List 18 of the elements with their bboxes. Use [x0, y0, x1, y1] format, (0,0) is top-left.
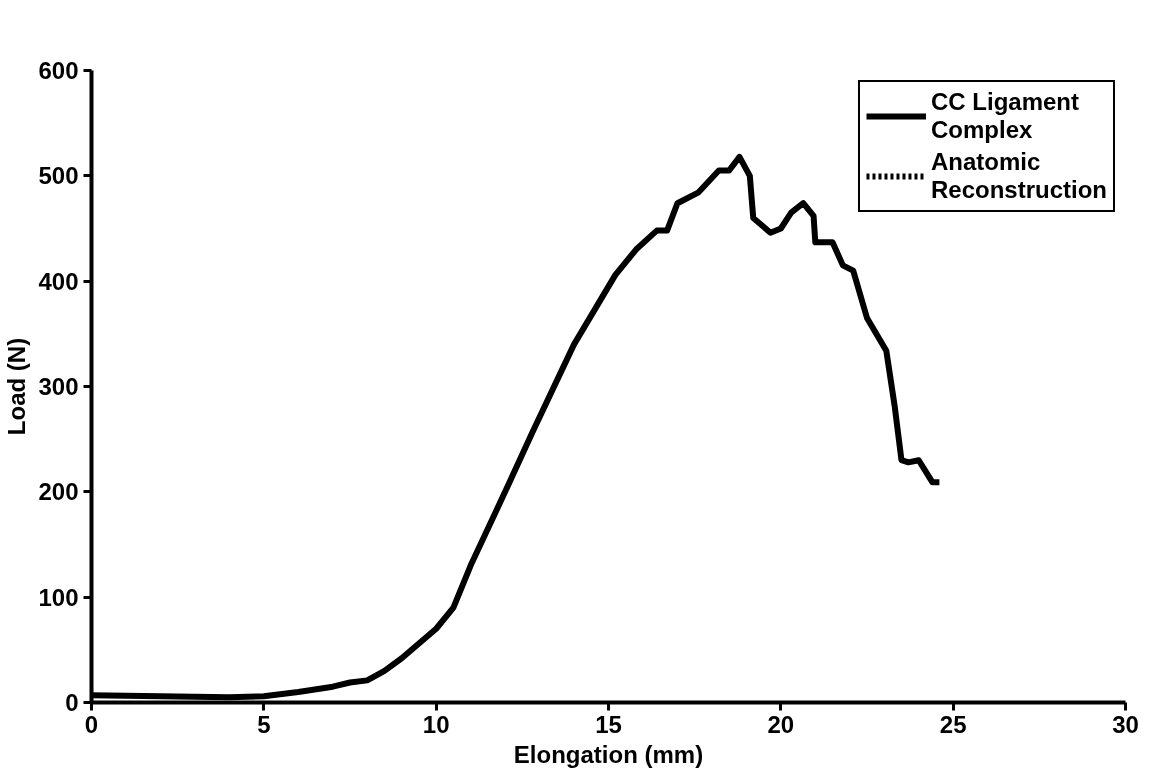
x-tick-label: 10 [422, 710, 450, 738]
y-tick-label: 600 [38, 57, 79, 84]
y-axis-title: Load (N) [3, 337, 31, 436]
x-tick-label: 25 [939, 710, 967, 738]
x-tick-label: 0 [84, 710, 99, 738]
x-tick-label: 5 [257, 710, 271, 738]
y-tick-label: 0 [65, 689, 79, 716]
y-tick-label: 400 [38, 267, 79, 295]
legend-label: Anatomic Reconstruction [930, 148, 1107, 204]
x-tick-label: 30 [1112, 710, 1139, 738]
y-tick-label: 200 [38, 478, 79, 506]
y-tick-label: 300 [38, 373, 79, 400]
legend-label: CC Ligament Complex [930, 88, 1079, 144]
x-tick-label: 20 [767, 710, 795, 738]
x-axis-title: Elongation (mm) [513, 740, 704, 768]
y-tick-label: 500 [38, 162, 79, 190]
y-tick-label: 100 [38, 583, 79, 611]
x-tick-label: 15 [595, 710, 622, 738]
